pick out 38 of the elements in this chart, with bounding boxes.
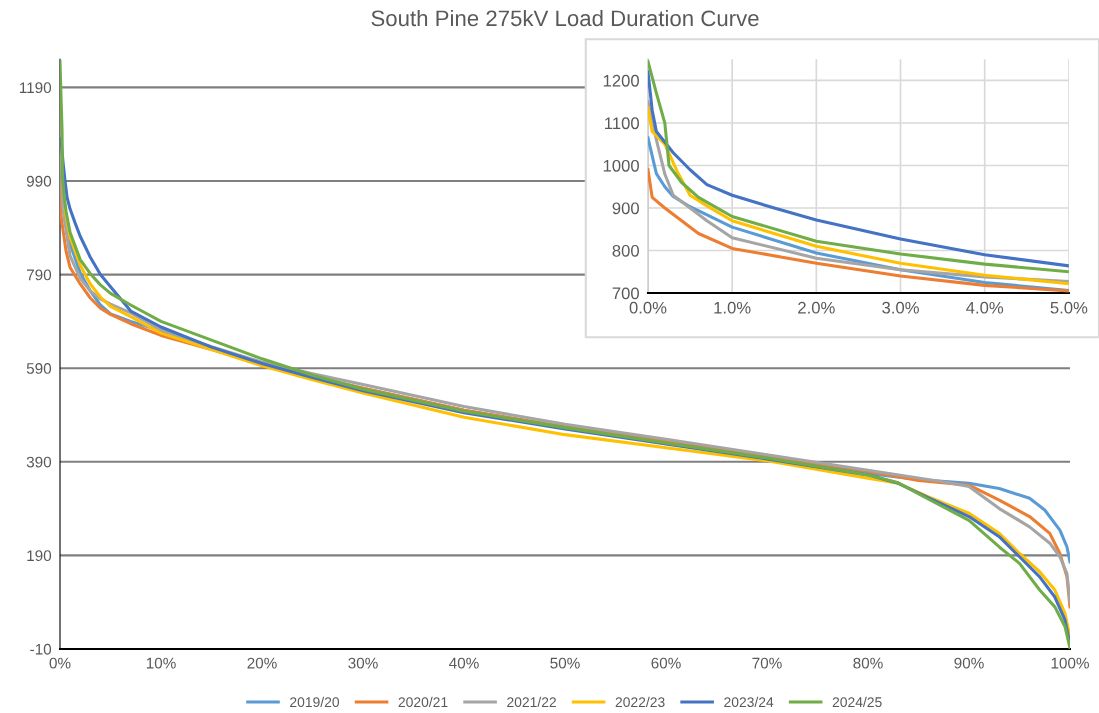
x-tick-label: 40% <box>449 657 479 669</box>
x-tick-label: 30% <box>348 657 378 669</box>
legend-label: 2024/25 <box>832 696 882 708</box>
legend-label: 2020/21 <box>398 696 448 708</box>
x-tick-label: 3.0% <box>882 301 919 314</box>
y-tick-label: 1100 <box>605 117 639 130</box>
line-series <box>647 168 1069 293</box>
x-tick-label: 80% <box>853 657 883 669</box>
x-tick-label: 20% <box>247 657 277 669</box>
y-tick-label: 800 <box>612 244 639 257</box>
y-tick-label: 790 <box>26 269 52 281</box>
y-tick-label: 700 <box>612 287 639 300</box>
y-tick-label: 990 <box>26 175 52 187</box>
x-tick-label: 100% <box>1051 657 1089 669</box>
y-tick-label: 190 <box>27 550 52 562</box>
x-tick-label: 10% <box>146 657 176 669</box>
legend-label: 2022/23 <box>615 696 665 708</box>
x-tick-label: 90% <box>954 657 984 669</box>
chart-title: South Pine 275kV Load Duration Curve <box>371 9 759 27</box>
x-tick-label: 4.0% <box>966 301 1004 314</box>
x-tick-label: 70% <box>752 657 782 669</box>
legend-label: 2023/24 <box>724 696 774 708</box>
y-tick-label: 390 <box>26 456 52 468</box>
y-tick-label: 590 <box>26 363 52 374</box>
x-tick-label: 5.0% <box>1050 301 1088 314</box>
x-tick-label: 50% <box>550 657 580 669</box>
y-tick-label: 900 <box>612 202 639 215</box>
legend-label: 2019/20 <box>290 696 340 708</box>
y-tick-label: 1000 <box>603 159 639 172</box>
x-tick-label: 0.0% <box>629 301 667 314</box>
legend-label: 2021/22 <box>507 696 556 708</box>
y-tick-label: 1190 <box>19 82 52 94</box>
x-tick-label: 1.0% <box>714 301 751 314</box>
y-tick-label: 1200 <box>603 74 639 87</box>
x-tick-label: 0% <box>49 657 71 669</box>
y-tick-label: -10 <box>30 643 52 655</box>
x-tick-label: 2.0% <box>798 301 835 314</box>
x-tick-label: 60% <box>651 657 681 669</box>
